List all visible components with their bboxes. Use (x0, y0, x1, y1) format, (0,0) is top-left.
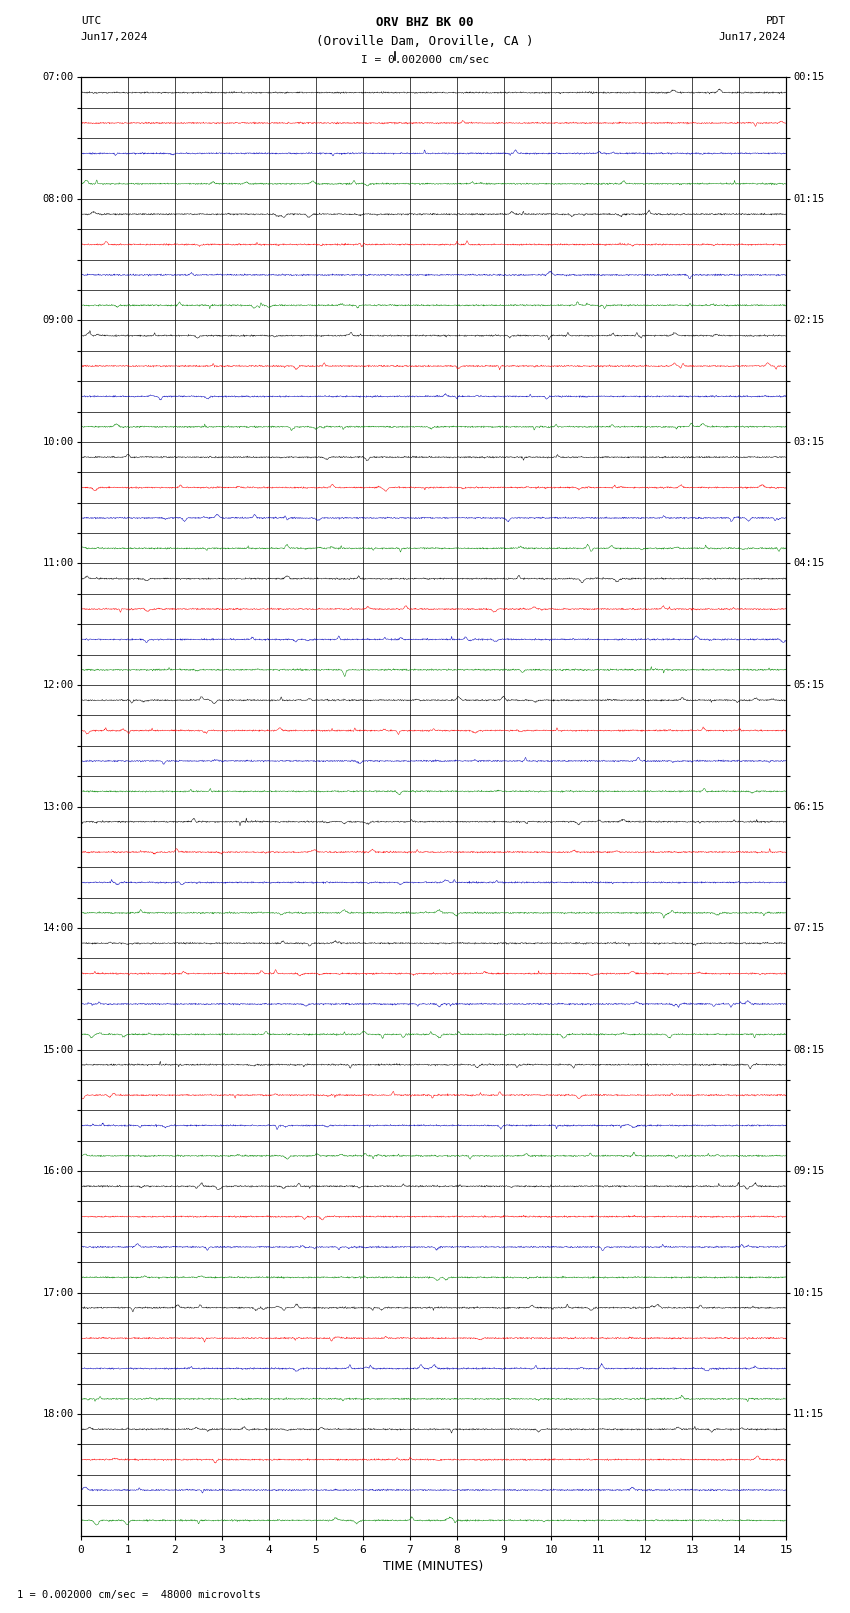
Text: I = 0.002000 cm/sec: I = 0.002000 cm/sec (361, 55, 489, 65)
Text: (Oroville Dam, Oroville, CA ): (Oroville Dam, Oroville, CA ) (316, 35, 534, 48)
Text: 1 = 0.002000 cm/sec =  48000 microvolts: 1 = 0.002000 cm/sec = 48000 microvolts (17, 1590, 261, 1600)
Text: Jun17,2024: Jun17,2024 (719, 32, 786, 42)
X-axis label: TIME (MINUTES): TIME (MINUTES) (383, 1560, 484, 1573)
Text: PDT: PDT (766, 16, 786, 26)
Text: UTC: UTC (81, 16, 101, 26)
Text: ORV BHZ BK 00: ORV BHZ BK 00 (377, 16, 473, 29)
Text: Jun17,2024: Jun17,2024 (81, 32, 148, 42)
